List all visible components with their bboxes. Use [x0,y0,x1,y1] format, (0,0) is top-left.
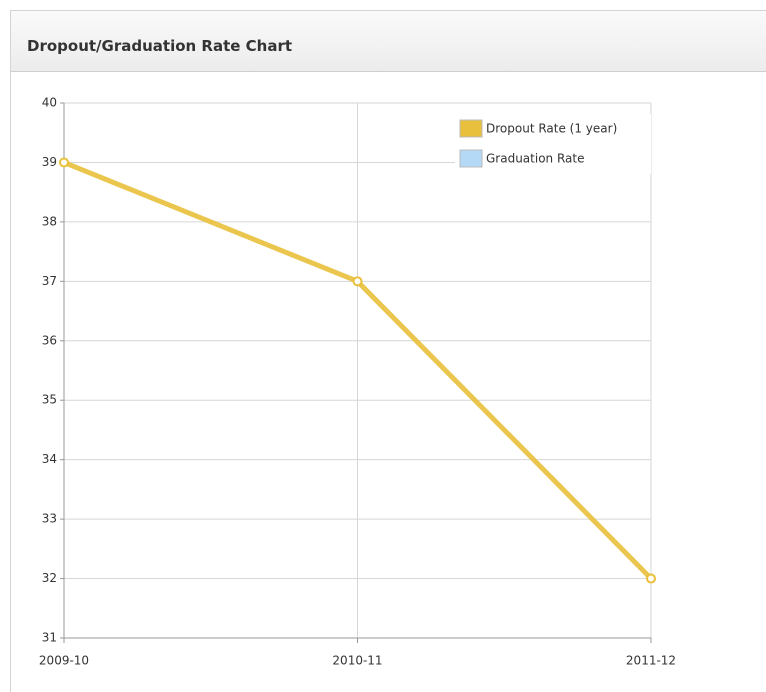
legend-label: Graduation Rate [486,152,584,166]
legend-swatch [459,149,483,168]
y-tick-label: 37 [42,274,57,288]
chart-title: Dropout/Graduation Rate Chart [27,37,293,55]
legend: Dropout Rate (1 year) Graduation Rate [455,114,651,174]
x-tick-label: 2009-10 [39,654,89,668]
y-tick-label: 38 [42,214,57,228]
y-tick-label: 32 [42,571,57,585]
y-tick-label: 31 [42,631,57,645]
y-tick-label: 34 [42,452,57,466]
x-tick-label: 2010-11 [332,654,382,668]
legend-box [455,114,651,174]
y-tick-label: 35 [42,393,57,407]
data-point [352,276,363,287]
y-tick-label: 36 [42,333,57,347]
y-tick-label: 40 [42,96,57,110]
chart-panel: Dropout/Graduation Rate Chart [10,10,766,692]
legend-label: Dropout Rate (1 year) [486,122,617,136]
panel-header: Dropout/Graduation Rate Chart [11,11,766,72]
y-tick-label: 33 [42,512,57,526]
data-point [646,573,656,584]
x-tick-label: 2011-12 [626,654,676,668]
legend-swatch [459,119,483,138]
data-point [59,157,69,168]
y-tick-label: 39 [42,155,57,169]
